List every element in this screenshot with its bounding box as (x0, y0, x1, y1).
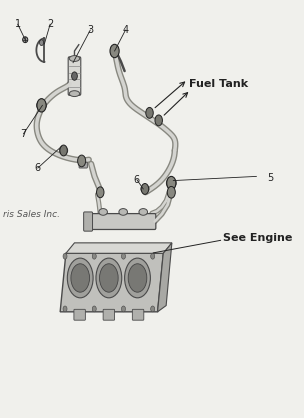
Circle shape (63, 253, 67, 259)
Circle shape (60, 145, 67, 156)
Ellipse shape (67, 258, 93, 298)
Circle shape (167, 186, 175, 198)
Circle shape (167, 176, 176, 190)
Ellipse shape (69, 56, 80, 61)
Circle shape (151, 306, 155, 312)
Text: 1: 1 (15, 19, 21, 29)
FancyBboxPatch shape (84, 212, 92, 231)
Circle shape (151, 253, 155, 259)
Circle shape (122, 306, 126, 312)
Polygon shape (66, 243, 172, 253)
FancyBboxPatch shape (111, 47, 118, 55)
Circle shape (122, 253, 126, 259)
FancyBboxPatch shape (91, 214, 156, 229)
Ellipse shape (119, 209, 127, 215)
Polygon shape (60, 253, 163, 312)
Circle shape (92, 253, 96, 259)
Ellipse shape (99, 264, 118, 292)
Circle shape (63, 306, 67, 312)
Circle shape (141, 184, 149, 194)
Ellipse shape (128, 264, 147, 292)
Text: 3: 3 (87, 25, 93, 35)
Text: 7: 7 (20, 129, 27, 139)
Ellipse shape (125, 258, 150, 298)
Text: 4: 4 (123, 25, 129, 35)
Text: 5: 5 (268, 173, 274, 183)
FancyBboxPatch shape (74, 309, 85, 320)
Text: 2: 2 (47, 19, 53, 29)
Ellipse shape (22, 37, 28, 43)
Circle shape (97, 187, 104, 198)
Ellipse shape (99, 209, 107, 215)
Text: 6: 6 (134, 175, 140, 185)
Text: See Engine: See Engine (223, 233, 293, 243)
Circle shape (40, 40, 43, 46)
FancyBboxPatch shape (103, 309, 115, 320)
Ellipse shape (96, 258, 122, 298)
Circle shape (146, 107, 153, 118)
Text: ris Sales Inc.: ris Sales Inc. (3, 209, 60, 219)
Text: Fuel Tank: Fuel Tank (189, 79, 248, 89)
Ellipse shape (69, 91, 80, 97)
Text: 6: 6 (35, 163, 41, 173)
FancyBboxPatch shape (132, 309, 144, 320)
Circle shape (110, 44, 119, 58)
Circle shape (92, 306, 96, 312)
Ellipse shape (139, 209, 147, 215)
Circle shape (155, 115, 162, 126)
Ellipse shape (71, 264, 89, 292)
Circle shape (72, 72, 77, 80)
Circle shape (37, 99, 46, 112)
Circle shape (78, 155, 86, 167)
FancyBboxPatch shape (79, 162, 87, 168)
Polygon shape (157, 243, 172, 312)
FancyBboxPatch shape (68, 57, 81, 95)
